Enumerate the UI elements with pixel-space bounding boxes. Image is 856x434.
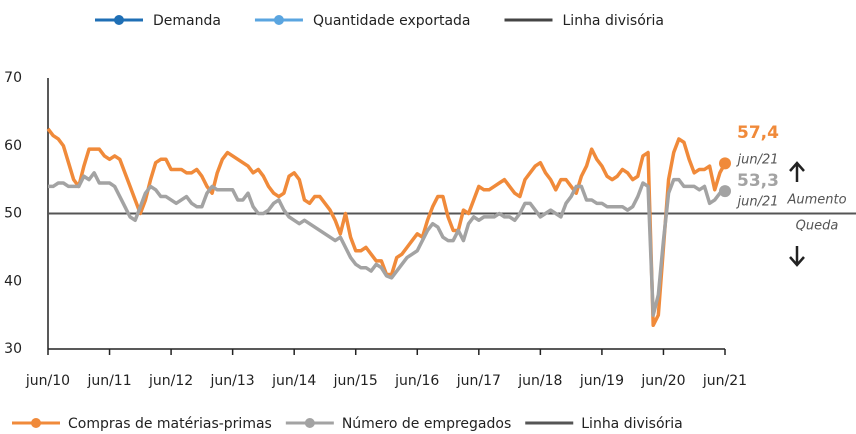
annotation: Queda — [796, 219, 839, 234]
legend-label: Compras de matérias-primas — [68, 416, 272, 432]
legend-marker — [31, 418, 41, 428]
legend-marker — [273, 15, 284, 25]
arrow-up — [789, 161, 805, 182]
x-tick-label: jun/16 — [394, 373, 439, 389]
x-tick-label: jun/19 — [579, 373, 624, 389]
annotation: Aumento — [786, 193, 846, 208]
legend-label: Linha divisória — [563, 13, 665, 29]
legend-label: Demanda — [153, 13, 221, 29]
legend-marker — [114, 15, 124, 25]
value-label: 53,3 — [737, 171, 779, 191]
series-line — [46, 127, 727, 328]
y-tick-label: 70 — [4, 70, 22, 86]
legend-label: Número de empregados — [342, 416, 511, 432]
y-tick-label: 30 — [4, 341, 22, 357]
x-tick-label: jun/21 — [702, 373, 747, 389]
x-tick-label: jun/14 — [271, 373, 316, 389]
x-tick-label: jun/10 — [25, 373, 70, 389]
x-tick-label: jun/13 — [210, 373, 255, 389]
legend-label: Quantidade exportada — [313, 13, 471, 29]
x-tick-label: jun/18 — [517, 373, 562, 389]
x-tick-label: jun/12 — [148, 373, 193, 389]
x-tick-label: jun/15 — [333, 373, 378, 389]
end-marker — [719, 185, 731, 198]
x-tick-label: jun/11 — [86, 373, 131, 389]
y-tick-label: 40 — [4, 273, 22, 289]
series-line — [48, 171, 726, 317]
legend-label: Linha divisória — [581, 416, 683, 432]
value-label: 57,4 — [737, 123, 779, 143]
x-tick-label: jun/20 — [640, 373, 685, 389]
y-tick-label: 60 — [4, 138, 22, 154]
date-annotation: jun/21 — [735, 195, 778, 210]
end-marker — [719, 157, 731, 170]
legend-marker — [304, 418, 315, 428]
date-annotation: jun/21 — [735, 153, 778, 168]
y-tick-label: 50 — [4, 206, 22, 222]
x-tick-label: jun/17 — [456, 373, 501, 389]
arrow-down — [789, 246, 805, 267]
